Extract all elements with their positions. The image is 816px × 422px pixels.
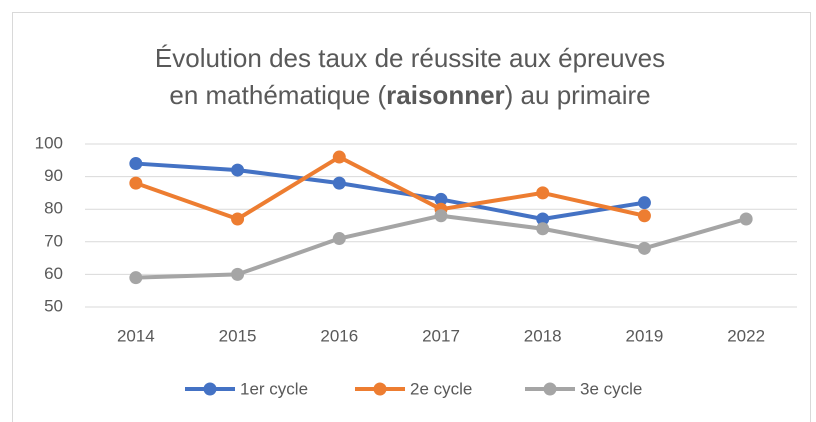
legend-marker xyxy=(373,382,387,396)
y-tick-label: 80 xyxy=(44,199,63,218)
y-tick-label: 100 xyxy=(35,133,63,152)
point xyxy=(434,209,448,223)
title-part: en mathématique ( xyxy=(169,80,386,110)
x-tick-label: 2018 xyxy=(524,326,562,345)
series-line xyxy=(135,155,645,221)
legend-label: 3e cycle xyxy=(580,379,642,398)
point xyxy=(739,212,753,226)
title-part: ) au primaire xyxy=(505,80,651,110)
y-tick-label: 60 xyxy=(44,264,63,283)
point xyxy=(637,196,651,210)
y-tick-label: 90 xyxy=(44,166,63,185)
chart-border xyxy=(12,12,811,422)
x-tick-label: 2014 xyxy=(117,326,155,345)
x-tick-label: 2017 xyxy=(422,326,460,345)
x-tick-label: 2019 xyxy=(626,326,664,345)
y-tick-label: 70 xyxy=(44,231,63,250)
point xyxy=(536,212,550,226)
x-tick-label: 2015 xyxy=(219,326,257,345)
point xyxy=(231,212,245,226)
point xyxy=(637,241,651,255)
x-tick-label: 2016 xyxy=(320,326,358,345)
point xyxy=(231,163,245,177)
point xyxy=(637,209,651,223)
point xyxy=(332,176,346,190)
chart-title-line2: en mathématique (raisonner) au primaire xyxy=(169,80,650,110)
legend-label: 1er cycle xyxy=(240,379,308,398)
chart-title-line1: Évolution des taux de réussite aux épreu… xyxy=(155,43,665,73)
point xyxy=(332,150,346,164)
legend-marker xyxy=(203,382,217,396)
point xyxy=(129,176,143,190)
x-tick-label: 2022 xyxy=(727,326,765,345)
point xyxy=(434,192,448,206)
title-bold: raisonner xyxy=(386,80,505,110)
y-tick-label: 50 xyxy=(44,296,63,315)
point xyxy=(231,267,245,281)
legend-label: 2e cycle xyxy=(410,379,472,398)
legend-marker xyxy=(543,382,557,396)
point xyxy=(536,222,550,236)
point xyxy=(129,271,143,285)
point xyxy=(332,232,346,246)
series-line xyxy=(135,161,645,221)
point xyxy=(536,186,550,200)
point xyxy=(129,157,143,171)
